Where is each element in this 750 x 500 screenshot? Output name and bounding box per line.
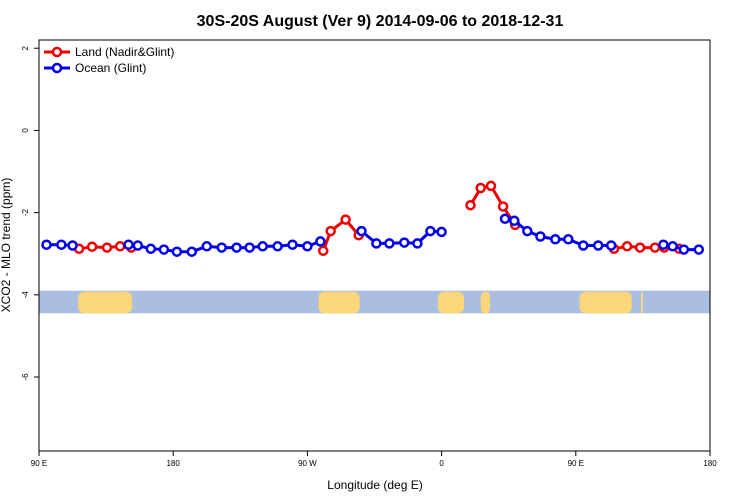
x-tick-label: 90 E <box>31 459 47 468</box>
data-point <box>101 242 113 253</box>
data-point <box>171 246 183 257</box>
legend-marker <box>51 62 63 74</box>
data-point <box>497 201 509 212</box>
data-point <box>412 238 423 249</box>
data-point <box>123 239 134 250</box>
legend-marker <box>51 46 63 58</box>
data-point <box>465 199 476 211</box>
data-point <box>41 239 52 250</box>
data-point <box>522 225 533 237</box>
data-point <box>317 245 329 257</box>
plot-frame <box>38 39 711 452</box>
data-point <box>86 241 98 252</box>
data-point <box>371 238 382 249</box>
data-point <box>384 238 395 249</box>
data-point <box>621 241 633 252</box>
data-point <box>592 240 604 251</box>
x-axis-label: Longitude (deg E) <box>327 478 422 492</box>
data-point <box>658 239 669 250</box>
y-tick-label: -2 <box>21 209 30 217</box>
y-tick-label: -4 <box>21 291 30 299</box>
legend-label: Ocean (Glint) <box>75 61 146 75</box>
y-tick-label: 0 <box>21 128 30 133</box>
land-region <box>480 291 491 314</box>
legend: Land (Nadir&Glint) Ocean (Glint) <box>44 45 174 75</box>
data-point <box>340 214 351 225</box>
data-point <box>475 182 486 194</box>
data-point <box>145 243 157 255</box>
data-point <box>325 225 336 237</box>
x-tick-label: 180 <box>167 459 181 468</box>
y-axis: 2 0 -2 -4 -6 <box>21 45 39 381</box>
land-region <box>579 291 632 314</box>
x-tick-label: 0 <box>439 459 444 468</box>
legend-label: Land (Nadir&Glint) <box>75 45 174 59</box>
data-point <box>302 241 313 252</box>
land-region <box>318 291 360 314</box>
data-point <box>678 244 690 255</box>
land-mask <box>39 290 710 314</box>
land-region <box>641 291 643 314</box>
data-point <box>399 237 410 248</box>
series-layer <box>41 180 705 257</box>
land-region <box>78 291 133 314</box>
data-point <box>535 231 546 242</box>
data-point <box>356 225 367 237</box>
data-point <box>315 236 326 247</box>
data-point <box>231 242 242 253</box>
data-point <box>550 234 561 245</box>
data-point <box>509 215 520 227</box>
data-point <box>605 240 617 251</box>
y-tick-label: 2 <box>21 45 30 50</box>
series-line <box>321 218 360 252</box>
data-point <box>634 242 646 253</box>
x-tick-label: 180 <box>703 459 717 468</box>
data-point <box>436 226 447 238</box>
x-axis: 90 E 180 90 W 0 90 E 180 <box>31 451 717 468</box>
data-point <box>667 241 678 252</box>
data-point <box>186 246 198 257</box>
data-point <box>287 239 298 250</box>
data-point <box>649 242 661 253</box>
data-point <box>56 239 67 250</box>
data-point <box>693 244 705 255</box>
y-axis-label: XCO2 - MLO trend (ppm) <box>0 178 13 313</box>
data-point <box>201 241 213 252</box>
data-point <box>499 213 511 225</box>
series-ocean <box>41 213 705 257</box>
chart-title: 30S-20S August (Ver 9) 2014-09-06 to 201… <box>197 13 564 30</box>
data-point <box>485 180 497 192</box>
ocean-band <box>39 290 710 314</box>
data-point <box>425 225 436 237</box>
data-point <box>114 241 126 252</box>
data-point <box>216 242 227 253</box>
data-point <box>158 244 170 255</box>
x-tick-label: 90 W <box>298 459 317 468</box>
data-point <box>563 234 574 245</box>
x-tick-label: 90 E <box>568 459 584 468</box>
data-point <box>272 241 283 252</box>
data-point <box>244 242 255 253</box>
data-point <box>257 241 268 252</box>
data-point <box>578 240 589 251</box>
land-region <box>437 291 464 314</box>
y-tick-label: -6 <box>21 373 30 381</box>
data-point <box>67 240 78 251</box>
data-point <box>132 240 144 251</box>
